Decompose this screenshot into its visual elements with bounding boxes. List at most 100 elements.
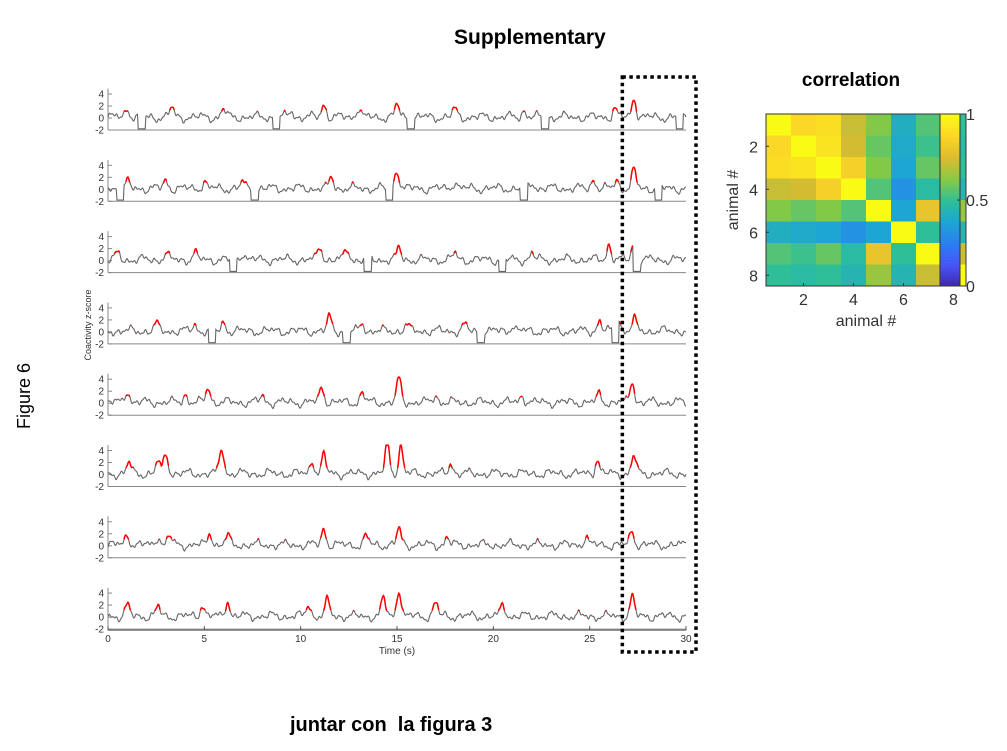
trace-4-y-tick-label: 4 [98,303,104,314]
trace-4-y-tick-label: 2 [98,315,104,326]
colorbar-segment [940,228,960,232]
colorbar-segment [940,231,960,235]
colorbar-segment [940,248,960,252]
heatmap-cell-2-7 [916,135,942,158]
trace-8-y-tick-label: 4 [98,589,104,600]
colorbar-segment [940,222,960,227]
heatmap-x-label: animal # [836,313,897,330]
heatmap-cell-7-1 [766,243,792,265]
heatmap-cell-4-7 [916,178,942,201]
heatmap-cell-5-5 [866,200,892,222]
heatmap-cell-8-6 [891,264,917,287]
heatmap-cell-6-1 [766,221,792,244]
colorbar-segment [940,214,960,218]
colorbar-segment [940,205,960,209]
heatmap-cell-8-2 [791,264,817,287]
heatmap-cell-6-6 [891,221,917,244]
colorbar-segment [940,191,960,195]
trace-6-line [107,444,687,481]
heatmap-cell-1-7 [916,114,942,136]
trace-8-y-tick-label: 0 [98,613,104,624]
heatmap-cell-6-5 [866,221,892,244]
heatmap-cell-2-5 [866,135,892,158]
colorbar-segment [940,162,960,166]
heatmap-cell-5-6 [891,200,917,222]
heatmap-cell-1-6 [891,114,917,136]
heatmap-cell-4-3 [816,178,842,201]
trace-2-y-tick-label: 4 [98,161,104,172]
trace-3-y-tick-label: 0 [98,256,104,267]
colorbar-segment [940,220,960,224]
colorbar-segment [940,194,960,198]
highlight-window-box [620,75,698,654]
heatmap-cell-3-5 [866,157,892,179]
heatmap-frame [765,113,967,287]
heatmap-cell-7-2 [791,243,817,265]
trace-6-y-tick-label: 4 [98,446,104,457]
heatmap-cell-3-3 [816,157,842,179]
trace-1-highlight [123,99,638,113]
trace-row-1: 420-2 [95,88,687,137]
colorbar-segment [940,202,960,207]
heatmap-y-tick-label: 8 [749,268,758,285]
heatmap-cell-8-1 [766,264,792,287]
colorbar-segment [940,263,960,267]
trace-7-highlight [123,526,635,541]
heatmap-cell-7-4 [841,243,867,265]
colorbar-segment [940,174,960,178]
colorbar-segment [940,243,960,247]
footer-note: juntar con la figura 3 [290,714,493,736]
heatmap-cell-3-7 [916,157,942,179]
colorbar-segment [940,257,960,261]
heatmap-cell-6-7 [916,221,942,244]
heatmap-cell-1-1 [766,114,792,136]
trace-2-y-tick-label: -2 [95,197,104,208]
colorbar-segment [940,237,960,241]
trace-8-y-tick-label: 2 [98,601,104,612]
colorbar-segment [940,134,960,138]
trace-4-highlight [131,313,665,326]
colorbar-segment [940,125,960,129]
colorbar-segment [940,145,960,149]
trace-7-y-tick-label: 2 [98,529,104,540]
heatmap-cell-4-4 [841,178,867,201]
trace-7-y-tick-label: 4 [98,517,104,528]
colorbar-segment [940,168,960,172]
colorbar-segment [940,254,960,258]
colorbar-segment [940,211,960,215]
colorbar-segment [940,182,960,187]
colorbar-segment [940,136,960,141]
colorbar-segment [940,157,960,161]
colorbar-segment [940,131,960,135]
heatmap-cell-7-6 [891,243,917,265]
heatmap-cell-5-4 [841,200,867,222]
heatmap-cell-5-7 [916,200,942,222]
correlation-heatmap: correlation 2 4 6 8 2 4 6 8 animal # animal # 1 0.5 0 [725,70,988,330]
heatmap-cell-3-4 [841,157,867,179]
trace-3-y-tick-label: 2 [98,244,104,255]
colorbar-segment [940,148,960,152]
trace-7-y-tick-label: -2 [95,553,104,564]
trace-1-y-tick-label: 2 [98,102,104,113]
trace-7-y-tick-label: 0 [98,541,104,552]
trace-row-5: 420-2 [95,373,686,422]
trace-4-y-tick-label: -2 [95,339,104,350]
trace-row-8: 420-2 [95,587,687,636]
colorbar-segment [940,177,960,181]
x-tick-label: 20 [488,634,500,645]
colorbar-segment [940,119,960,123]
trace-panel-chart: 420-2420-2420-2420-2420-2420-2420-2420-2… [83,75,698,657]
colorbar-segment [940,122,960,126]
heatmap-cell-4-1 [766,178,792,201]
colorbar-segment [940,260,960,264]
heatmap-x-tick-label: 8 [949,292,958,309]
colorbar-segment [940,240,960,244]
heatmap-cell-8-5 [866,264,892,287]
colorbar-segment [940,128,960,132]
colorbar-segment [940,217,960,221]
trace-2-line [107,166,686,201]
trace-5-y-tick-label: 4 [98,375,104,386]
heatmap-x-tick-label: 2 [799,292,808,309]
trace-8-y-tick-label: -2 [95,625,104,636]
heatmap-cell-7-7 [916,243,942,265]
